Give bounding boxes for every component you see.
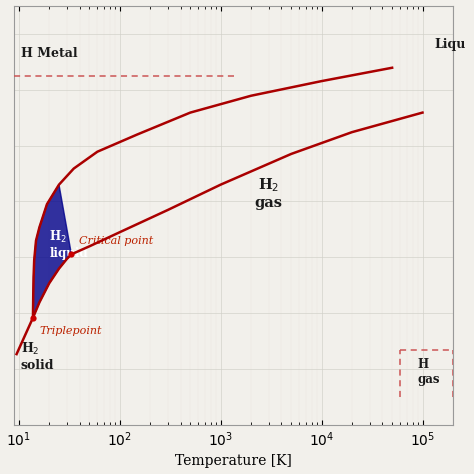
Text: Critical point: Critical point [80,236,154,246]
X-axis label: Temperature [K]: Temperature [K] [175,455,292,468]
Text: Triplepoint: Triplepoint [39,326,101,336]
Text: H Metal: H Metal [21,46,78,60]
Text: H
gas: H gas [418,358,440,386]
Text: Liqu: Liqu [434,38,465,51]
Text: H$_2$
liquid: H$_2$ liquid [49,228,88,260]
Text: H$_2$
gas: H$_2$ gas [255,176,283,210]
Text: H$_2$
solid: H$_2$ solid [21,340,55,372]
Polygon shape [33,185,72,318]
